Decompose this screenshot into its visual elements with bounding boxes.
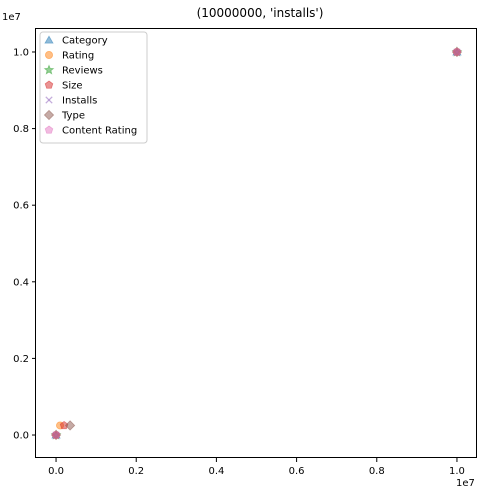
legend-label: Rating <box>62 51 94 62</box>
point-content-rating <box>51 430 61 439</box>
legend: Category Rating Reviews Size Installs Type Con… <box>39 31 148 144</box>
legend-label: Reviews <box>62 66 103 77</box>
point-content-rating <box>452 47 462 56</box>
x-tick-label: 0.2 <box>128 466 144 477</box>
y-axis-ticks: 0.0 0.2 0.4 0.6 0.8 1.0 <box>13 47 36 442</box>
y-tick-label: 0.2 <box>13 354 29 365</box>
legend-marker-rating <box>45 51 54 60</box>
x-tick-label: 0.0 <box>48 466 64 477</box>
legend-marker-reviews <box>43 64 55 75</box>
legend-marker-type <box>43 109 55 121</box>
x-tick-label: 0.4 <box>208 466 224 477</box>
legend-label: Installs <box>62 96 97 107</box>
y-tick-label: 0.0 <box>13 431 29 442</box>
x-tick-label: 1.0 <box>449 466 465 477</box>
legend-marker-category <box>44 35 54 44</box>
x-tick-label: 0.8 <box>369 466 385 477</box>
y-tick-label: 0.8 <box>13 124 29 135</box>
legend-label: Type <box>61 111 85 122</box>
legend-label: Size <box>62 81 83 92</box>
data-points <box>50 46 463 441</box>
y-tick-label: 0.4 <box>13 277 29 288</box>
legend-box <box>39 31 148 144</box>
y-tick-label: 0.6 <box>13 201 29 212</box>
legend-label: Category <box>62 36 108 47</box>
chart-title: (10000000, 'installs') <box>197 6 324 20</box>
y-tick-label: 1.0 <box>13 47 29 58</box>
point-type <box>64 420 76 431</box>
plot-area <box>35 28 477 458</box>
x-offset-label: 1e7 <box>456 478 475 489</box>
legend-marker-size <box>44 80 54 89</box>
y-offset-label: 1e7 <box>2 12 21 23</box>
legend-label: Content Rating <box>62 126 137 137</box>
legend-marker-content-rating <box>44 125 54 134</box>
x-axis-ticks: 0.0 0.2 0.4 0.6 0.8 1.0 <box>48 458 465 477</box>
x-tick-label: 0.6 <box>289 466 305 477</box>
legend-marker-installs <box>45 96 53 104</box>
